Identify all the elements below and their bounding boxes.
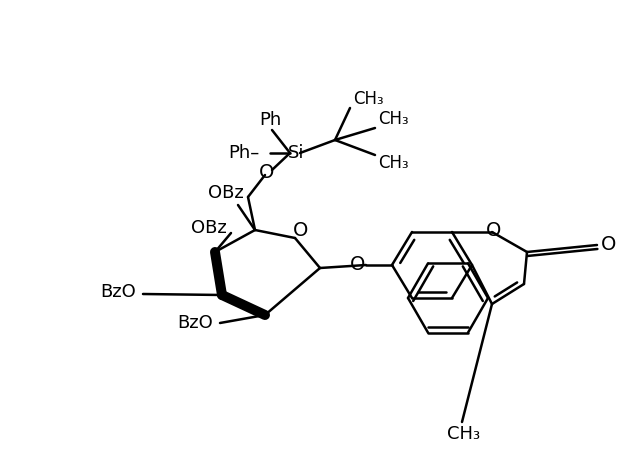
Text: OBz: OBz bbox=[191, 219, 227, 237]
Text: CH₃: CH₃ bbox=[378, 110, 409, 128]
Text: Ph–: Ph– bbox=[229, 144, 260, 162]
Text: O: O bbox=[260, 163, 275, 182]
Text: Si: Si bbox=[288, 144, 304, 162]
Text: OBz: OBz bbox=[208, 184, 244, 202]
Text: O: O bbox=[486, 221, 502, 240]
Text: CH₃: CH₃ bbox=[378, 154, 409, 172]
Text: BzO: BzO bbox=[177, 314, 213, 332]
Text: O: O bbox=[350, 256, 366, 275]
Text: CH₃: CH₃ bbox=[353, 90, 384, 108]
Text: O: O bbox=[293, 221, 309, 240]
Text: BzO: BzO bbox=[100, 283, 135, 301]
Text: O: O bbox=[601, 236, 617, 255]
Text: CH₃: CH₃ bbox=[448, 425, 480, 443]
Text: Ph: Ph bbox=[259, 111, 281, 129]
